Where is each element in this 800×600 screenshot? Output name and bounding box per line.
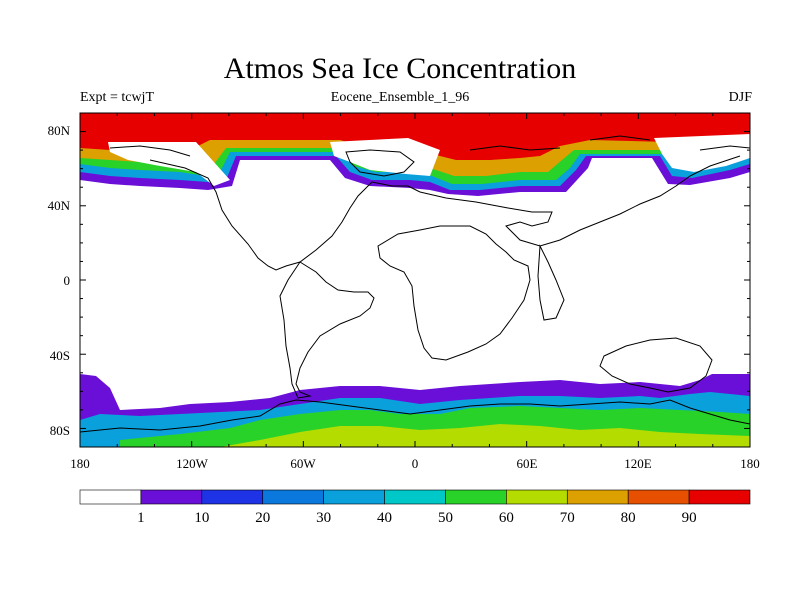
- coastline-greenland: [345, 149, 415, 177]
- polynya-greenland: [330, 138, 440, 176]
- colorbar-label: 20: [255, 510, 270, 526]
- coastline-eurasia: [419, 155, 741, 247]
- colorbar-label: 10: [194, 510, 209, 526]
- lon-label-60e: 60E: [517, 456, 538, 471]
- colorbar-label: 80: [621, 510, 636, 526]
- axis-ticks: [79, 112, 751, 448]
- lon-label-180e: 180: [740, 456, 760, 471]
- coastline-arctic-islands: [109, 135, 750, 157]
- lat-label-40s: 40S: [50, 348, 70, 363]
- colorbar-swatch: [262, 489, 324, 505]
- colorbar-swatch: [627, 489, 690, 505]
- polynya-pacific: [654, 134, 750, 172]
- experiment-label: Expt = tcwjT: [80, 90, 154, 105]
- colorbar-swatch: [79, 489, 142, 505]
- colorbar-label: 70: [560, 510, 575, 526]
- colorbar-swatch: [384, 489, 446, 505]
- colorbar-swatch: [688, 489, 751, 505]
- plot-title: Atmos Sea Ice Concentration: [223, 52, 577, 85]
- colorbar-swatch: [140, 489, 203, 505]
- sea-ice-field: [80, 113, 750, 447]
- colorbar-swatch: [323, 489, 385, 505]
- lon-label-180w: 180: [70, 456, 90, 471]
- coastline-north-america: [149, 159, 421, 271]
- lat-label-80s: 80S: [50, 423, 70, 438]
- coastline-south-america: [279, 261, 375, 399]
- lon-label-60w: 60W: [290, 456, 316, 471]
- colorbar-label: 50: [438, 510, 453, 526]
- coastline-antarctica: [80, 399, 750, 433]
- colorbar-label: 60: [499, 510, 514, 526]
- coastline-africa: [377, 225, 531, 361]
- lon-label-120w: 120W: [176, 456, 209, 471]
- arctic-ice-core: [80, 113, 750, 160]
- colorbar-label: 1: [137, 510, 145, 526]
- lat-label-80n: 80N: [48, 123, 71, 138]
- season-label: DJF: [728, 90, 752, 105]
- colorbar-swatch: [445, 489, 507, 505]
- colorbar: 1 10 20 30 40 50 60 70 80 90: [79, 489, 751, 526]
- coastline-australia: [599, 337, 713, 393]
- colorbar-swatch: [566, 489, 629, 505]
- colorbar-swatch: [506, 489, 568, 505]
- colorbar-label: 90: [682, 510, 697, 526]
- colorbar-label: 30: [316, 510, 331, 526]
- ensemble-label: Eocene_Ensemble_1_96: [330, 90, 470, 105]
- colorbar-swatch: [201, 489, 264, 505]
- colorbar-label: 40: [377, 510, 392, 526]
- antarctic-ice-very-high: [220, 424, 750, 447]
- lat-label-40n: 40N: [48, 198, 71, 213]
- coastlines: [80, 135, 750, 433]
- lat-label-0: 0: [64, 273, 71, 288]
- lon-label-0: 0: [412, 456, 419, 471]
- lon-label-120e: 120E: [624, 456, 652, 471]
- coastline-india: [537, 244, 565, 321]
